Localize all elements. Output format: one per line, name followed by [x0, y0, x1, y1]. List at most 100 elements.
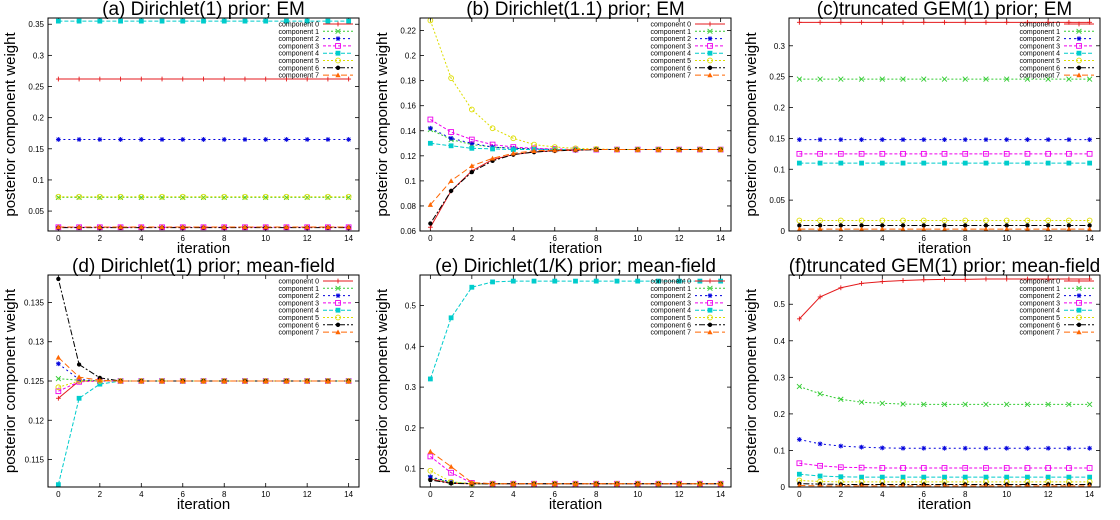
x-tick-label: 4 — [880, 234, 885, 243]
legend-entry-label: component 5 — [1020, 58, 1061, 65]
data-point — [796, 160, 802, 166]
x-tick-label: 4 — [139, 490, 144, 499]
data-point — [817, 76, 823, 82]
data-point — [921, 445, 927, 451]
chart-title: (d) Dirichlet(1) prior; mean-field — [72, 256, 335, 277]
data-point — [859, 281, 864, 286]
data-point — [263, 18, 269, 24]
x-tick-label: 2 — [98, 234, 103, 243]
data-point — [531, 278, 537, 284]
data-point — [942, 483, 947, 487]
data-point — [55, 76, 61, 82]
legend-entry-label: component 5 — [651, 58, 692, 65]
series-group — [55, 276, 352, 487]
legend-marker — [707, 278, 713, 284]
data-point — [921, 277, 927, 283]
x-tick-label: 12 — [1044, 234, 1053, 243]
legend-marker — [1076, 300, 1082, 306]
data-point — [962, 445, 968, 451]
x-axis-label: iteration — [177, 496, 230, 513]
legend-marker — [707, 28, 713, 35]
data-point — [263, 224, 269, 230]
data-point — [221, 193, 228, 200]
data-point — [325, 224, 331, 230]
data-point — [859, 137, 864, 143]
data-point — [962, 401, 968, 408]
data-point — [879, 400, 886, 407]
x-tick-label: 14 — [716, 490, 725, 499]
data-point — [920, 465, 927, 471]
legend-entry-label: component 6 — [1020, 322, 1061, 329]
data-point — [468, 106, 475, 113]
legend-marker — [1076, 278, 1082, 284]
x-tick-label: 6 — [181, 490, 186, 499]
data-point — [1066, 401, 1072, 408]
legend-marker — [1076, 329, 1082, 335]
data-point — [1045, 445, 1051, 451]
data-point — [97, 18, 103, 24]
data-point — [97, 137, 103, 142]
data-point — [941, 401, 948, 408]
data-point — [76, 76, 82, 82]
legend-entry-label: component 5 — [279, 315, 320, 322]
data-point — [858, 399, 865, 405]
y-tick-label: 0.25 — [769, 73, 785, 82]
data-point — [55, 395, 61, 401]
data-point — [201, 76, 206, 82]
data-point — [55, 137, 61, 142]
y-tick-label: 0.5 — [405, 302, 417, 311]
data-point — [242, 378, 248, 384]
legend-entry-label: component 6 — [651, 65, 692, 72]
data-point — [1004, 160, 1010, 166]
legend-entry-label: component 5 — [1020, 315, 1061, 322]
data-point — [942, 276, 947, 282]
data-point — [920, 150, 927, 157]
data-point — [284, 76, 289, 82]
chart-panel-2: (c)truncated GEM(1) prior; EM 0 2 4 6 8 10 12 14… — [743, 0, 1101, 257]
y-tick-label: 0.08 — [400, 202, 416, 211]
data-point — [941, 217, 948, 224]
legend-marker — [1076, 314, 1082, 321]
data-point — [983, 401, 989, 408]
legend-marker — [707, 285, 713, 292]
data-point — [427, 448, 434, 454]
legend-marker — [1076, 43, 1082, 49]
data-point — [1086, 401, 1093, 408]
x-axis-label: iteration — [549, 496, 602, 513]
data-point — [1025, 276, 1030, 282]
y-tick-label: 0.18 — [400, 77, 416, 86]
data-point — [1045, 217, 1052, 224]
data-point — [345, 378, 352, 384]
data-point — [859, 19, 864, 25]
legend-marker — [707, 72, 713, 78]
x-tick-label: 8 — [222, 234, 227, 243]
legend-marker — [335, 72, 341, 78]
chart-title: (a) Dirichlet(1) prior; EM — [102, 0, 305, 20]
data-point — [448, 469, 454, 476]
data-point — [837, 217, 844, 224]
legend-entry-label: component 2 — [651, 36, 692, 43]
data-point — [510, 135, 517, 142]
legend-entry-label: component 4 — [279, 308, 320, 315]
x-tick-label: 4 — [139, 234, 144, 243]
data-point — [531, 481, 537, 486]
data-point — [262, 193, 269, 200]
data-point — [837, 150, 844, 157]
data-point — [676, 481, 682, 486]
data-point — [796, 19, 802, 25]
data-point — [983, 19, 989, 25]
x-tick-label: 8 — [222, 490, 227, 499]
x-tick-label: 0 — [797, 490, 802, 499]
data-point — [1086, 465, 1093, 471]
data-point — [55, 354, 62, 360]
data-point — [469, 479, 475, 485]
data-point — [96, 193, 103, 200]
legend-entry-label: component 1 — [279, 286, 320, 293]
data-point — [55, 384, 62, 391]
data-point — [880, 223, 885, 228]
data-point — [879, 150, 886, 157]
data-point — [1045, 226, 1051, 231]
data-point — [941, 150, 948, 157]
y-tick-label: 0.1 — [774, 446, 786, 455]
